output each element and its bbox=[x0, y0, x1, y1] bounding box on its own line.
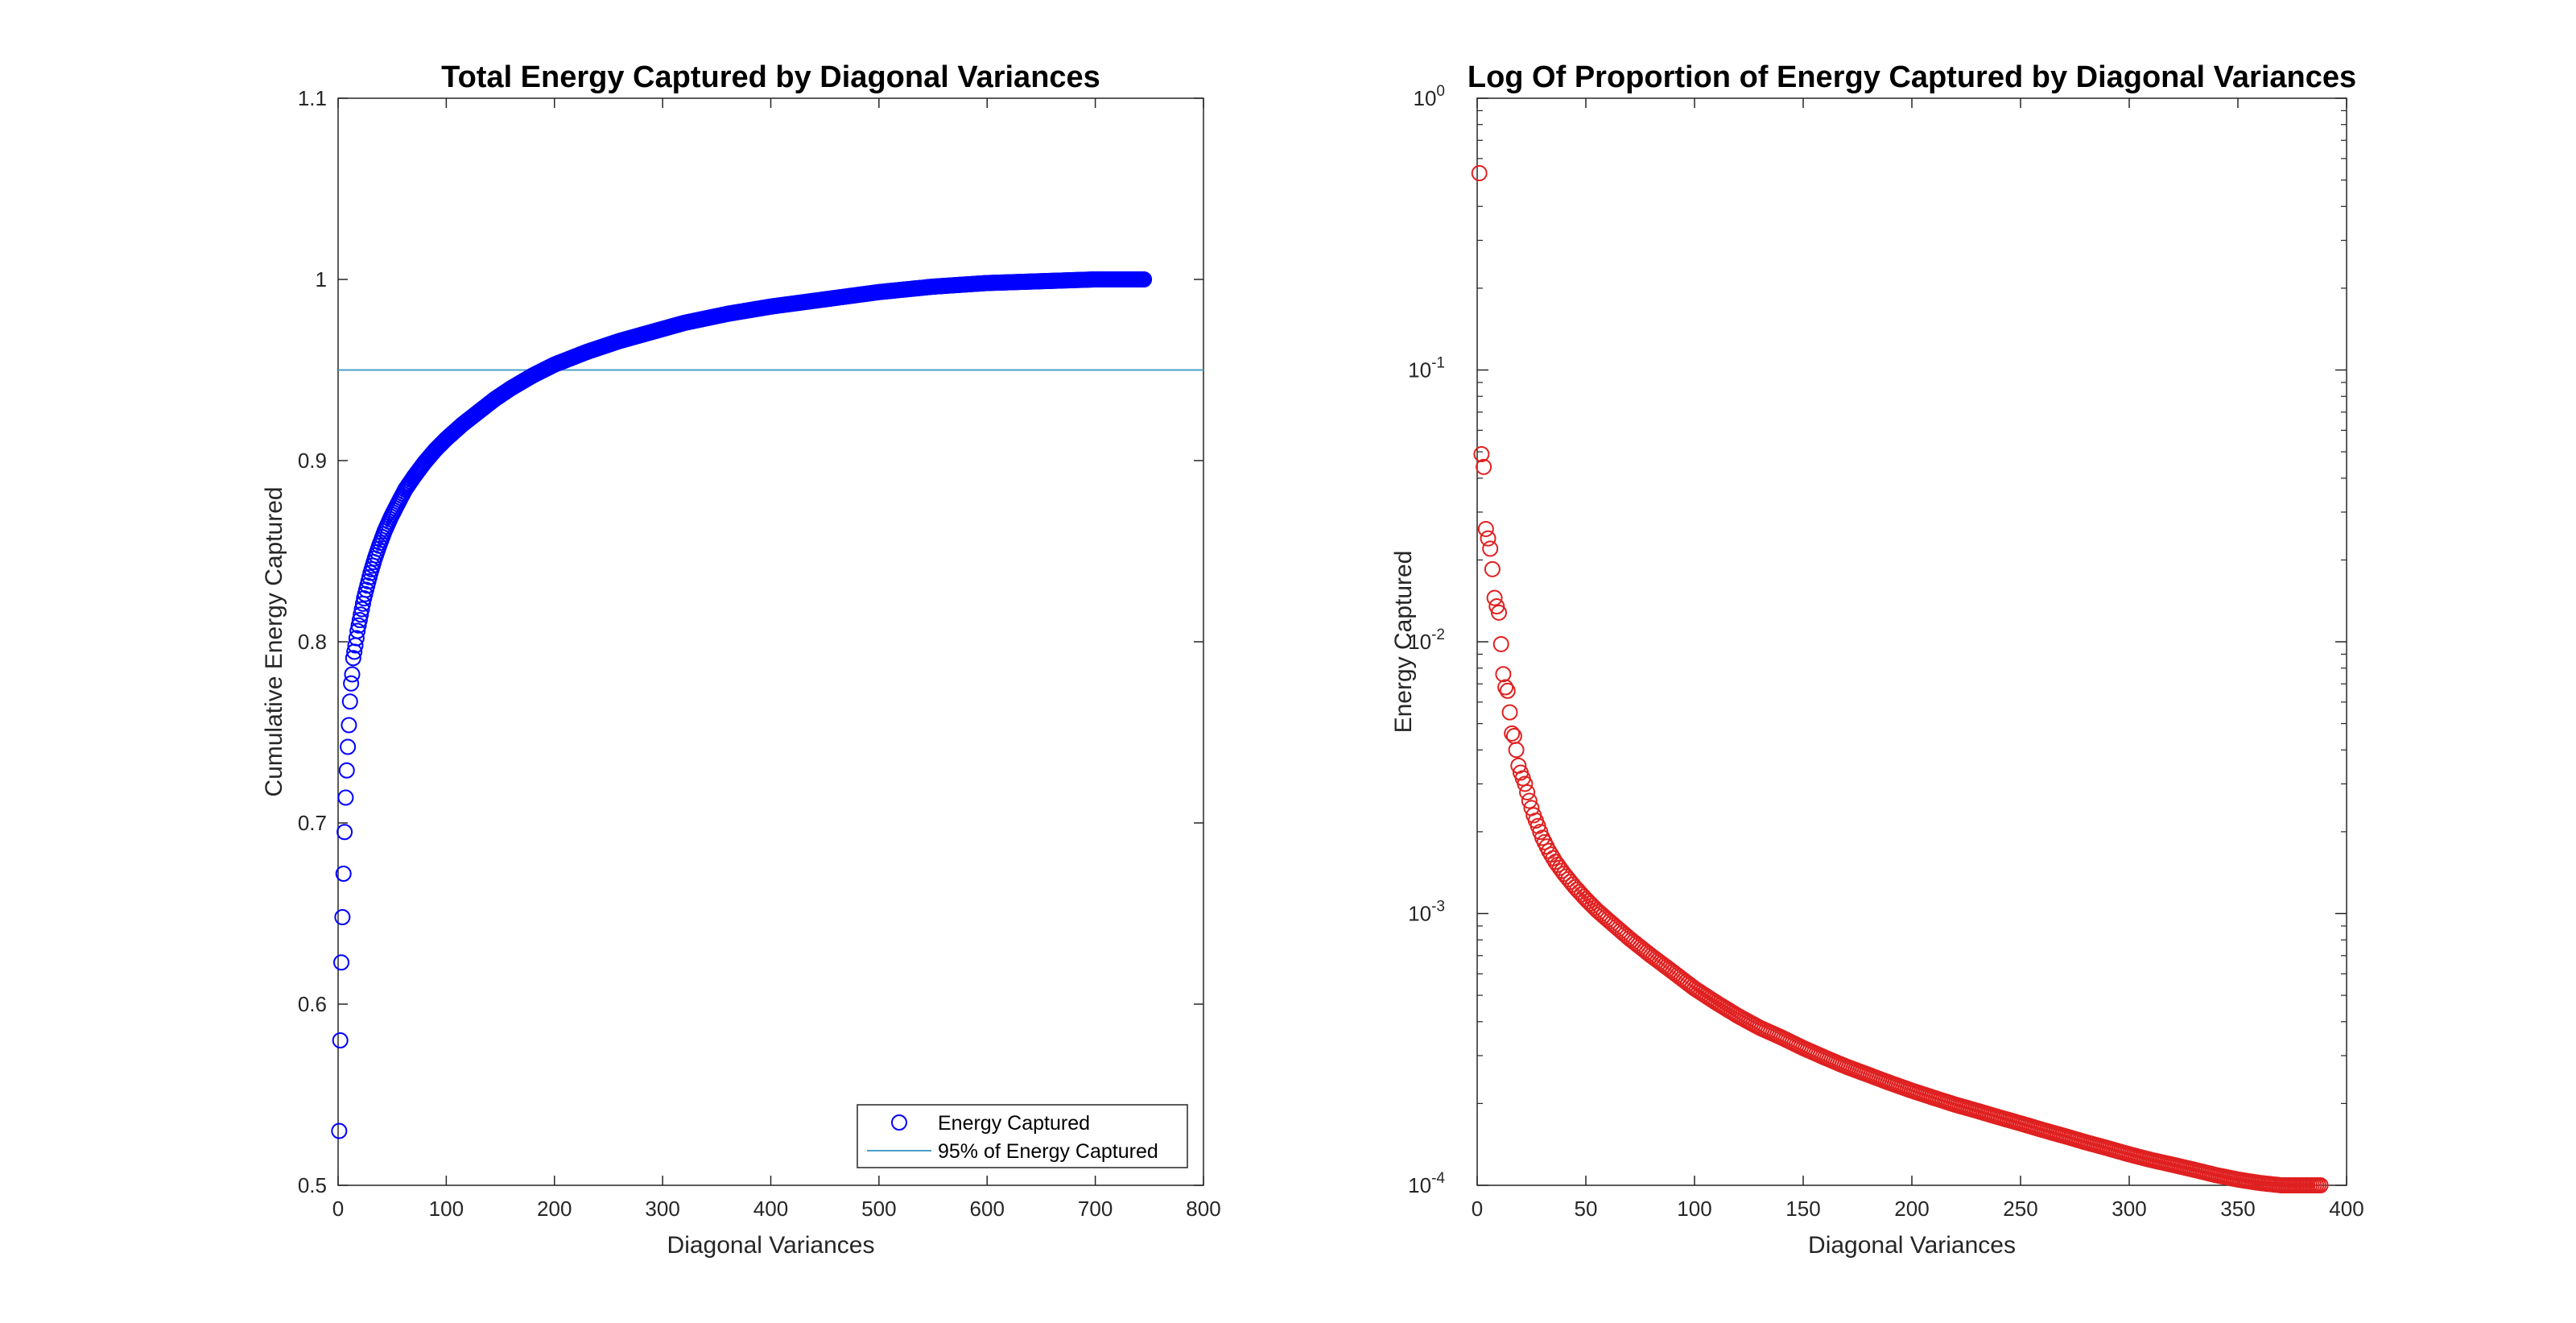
log-energy-point bbox=[1488, 598, 1505, 615]
chart1-title: Total Energy Captured by Diagonal Varian… bbox=[441, 60, 1100, 94]
log-energy-point bbox=[1501, 704, 1518, 721]
log-energy-point bbox=[1477, 520, 1494, 537]
chart1-ytick-label: 1 bbox=[316, 267, 327, 291]
energy-point bbox=[1136, 271, 1153, 287]
chart1-xtick-label: 300 bbox=[645, 1197, 679, 1221]
chart2-axes-box bbox=[1476, 97, 2347, 1186]
chart1-xtick-label: 0 bbox=[332, 1197, 344, 1221]
legend-label-energy: Energy Captured bbox=[938, 1112, 1090, 1135]
log-energy-point bbox=[1495, 666, 1512, 683]
log-energy-point bbox=[1504, 725, 1521, 742]
log-energy-point bbox=[1473, 446, 1490, 463]
chart2-ylabel: Energy Captured bbox=[1390, 551, 1417, 734]
log-energy-point bbox=[1497, 679, 1514, 696]
chart2-xtick-label: 50 bbox=[1575, 1197, 1598, 1221]
chart2-ytick-label: 10-3 bbox=[1408, 899, 1445, 926]
chart1-xlabel: Diagonal Variances bbox=[667, 1232, 875, 1259]
energy-point bbox=[350, 617, 367, 634]
energy-point bbox=[341, 717, 357, 734]
chart1-ytick-label: 0.7 bbox=[298, 811, 327, 835]
energy-point bbox=[338, 762, 355, 779]
energy-point bbox=[334, 909, 351, 925]
chart2-ytick-label: 100 bbox=[1414, 83, 1446, 110]
chart1-ytick-label: 0.5 bbox=[298, 1173, 327, 1197]
chart1-ytick-label: 0.8 bbox=[298, 630, 327, 654]
energy-point bbox=[349, 622, 366, 639]
chart2-xtick-label: 400 bbox=[2329, 1197, 2363, 1221]
chart2-xtick-label: 100 bbox=[1677, 1197, 1711, 1221]
energy-point bbox=[343, 675, 360, 692]
chart2-xtick-label: 0 bbox=[1472, 1197, 1483, 1221]
energy-point bbox=[345, 650, 361, 667]
chart2-xtick-label: 150 bbox=[1785, 1197, 1820, 1221]
chart1-ytick-label: 0.9 bbox=[298, 449, 327, 473]
chart1-xtick-label: 800 bbox=[1186, 1197, 1220, 1221]
energy-point bbox=[351, 612, 368, 628]
energy-point bbox=[344, 666, 361, 683]
energy-point bbox=[332, 1032, 349, 1048]
chart1-xtick-label: 100 bbox=[429, 1197, 464, 1221]
energy-point bbox=[337, 789, 354, 806]
energy-point bbox=[333, 954, 350, 971]
chart1-ylabel: Cumulative Energy Captured bbox=[261, 486, 287, 796]
chart2-xtick-label: 300 bbox=[2112, 1197, 2146, 1221]
log-energy-point bbox=[1519, 783, 1536, 800]
chart2-title: Log Of Proportion of Energy Captured by … bbox=[1468, 60, 2356, 94]
energy-point bbox=[353, 601, 370, 618]
chart2-xtick-label: 200 bbox=[1894, 1197, 1929, 1221]
chart2-xtick-label: 350 bbox=[2220, 1197, 2255, 1221]
log-energy-point bbox=[1508, 742, 1525, 759]
log-energy-point bbox=[1492, 635, 1509, 652]
chart1-ytick-label: 0.6 bbox=[298, 992, 327, 1016]
legend-marker-energy bbox=[891, 1114, 907, 1131]
energy-point bbox=[336, 824, 353, 841]
log-energy-point bbox=[1480, 530, 1496, 547]
log-energy-point bbox=[1521, 792, 1538, 809]
energy-point bbox=[353, 606, 369, 623]
chart-log-proportion: Log Of Proportion of Energy Captured by … bbox=[1390, 60, 2364, 1259]
log-energy-point bbox=[1486, 589, 1503, 606]
legend-box bbox=[857, 1104, 1188, 1168]
chart2-ytick-label: 10-2 bbox=[1408, 626, 1445, 654]
chart1-xtick-label: 700 bbox=[1078, 1197, 1113, 1221]
log-energy-point bbox=[1499, 682, 1516, 699]
chart1-axes-box bbox=[337, 97, 1204, 1186]
energy-point bbox=[340, 738, 357, 755]
chart1-xtick-label: 200 bbox=[537, 1197, 572, 1221]
legend-label-threshold: 95% of Energy Captured bbox=[938, 1140, 1158, 1163]
energy-point bbox=[348, 630, 365, 647]
chart2-xlabel: Diagonal Variances bbox=[1808, 1232, 2016, 1259]
chart-total-energy: Total Energy Captured by Diagonal Varian… bbox=[261, 60, 1221, 1259]
energy-point bbox=[335, 866, 352, 882]
chart1-xtick-label: 600 bbox=[970, 1197, 1005, 1221]
log-energy-point bbox=[1471, 165, 1488, 182]
chart1-xtick-label: 500 bbox=[861, 1197, 896, 1221]
chart1-xtick-label: 400 bbox=[753, 1197, 788, 1221]
chart1-ytick-label: 1.1 bbox=[298, 86, 327, 110]
chart2-ytick-label: 10-1 bbox=[1408, 355, 1445, 382]
energy-point bbox=[341, 693, 358, 710]
log-energy-point bbox=[1484, 560, 1501, 577]
log-energy-point bbox=[1482, 540, 1499, 557]
log-energy-point bbox=[1476, 458, 1492, 475]
chart2-xtick-label: 250 bbox=[2003, 1197, 2037, 1221]
chart2-ytick-label: 10-4 bbox=[1408, 1170, 1445, 1197]
energy-point bbox=[331, 1122, 348, 1139]
log-energy-point bbox=[1491, 604, 1507, 621]
log-energy-point bbox=[1517, 775, 1534, 792]
log-energy-point bbox=[2312, 1177, 2329, 1193]
